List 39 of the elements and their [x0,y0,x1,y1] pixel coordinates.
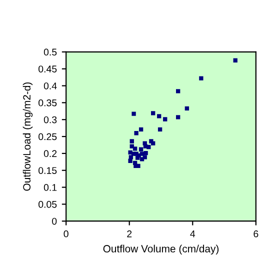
y-tick-label: 0.4 [44,82,57,90]
x-tick-label: 2 [127,230,132,238]
y-tick-label: 0.2 [44,150,57,158]
point [131,152,136,156]
y-tick-label: 0.3 [44,116,57,124]
point [138,147,144,152]
y-tick-label: 0 [52,218,57,225]
point [199,76,204,80]
x-axis-title: Outflow Volume (cm/day) [103,244,219,254]
point [144,151,148,156]
point [140,157,144,162]
point [132,146,138,151]
y-tick-label: 0.15 [38,167,57,174]
x-tick-label: 6 [254,230,258,238]
point [136,153,141,158]
x-tick-label: 0 [64,230,68,238]
point [158,127,162,132]
point [130,144,134,148]
y-tick-label: 0.35 [38,99,57,106]
y-axis-title: OutflowLoad (mg/m2-d) [22,82,33,191]
point [233,58,238,62]
point [132,112,136,116]
point [128,158,132,163]
x-tick-label: 4 [190,230,196,238]
point [176,115,180,120]
point [151,111,156,116]
y-tick-label: 0.5 [44,48,57,56]
point [163,117,168,122]
point [130,139,134,144]
y-tick-label: 0.05 [38,200,57,208]
y-tick-label: 0.1 [44,184,57,191]
point [184,106,190,111]
y-tick-label: 0.45 [38,66,57,72]
y-tick-label: 0.25 [38,133,57,140]
point [157,114,162,118]
point [143,144,148,148]
point [134,131,138,136]
point [138,127,144,132]
point [176,89,180,94]
